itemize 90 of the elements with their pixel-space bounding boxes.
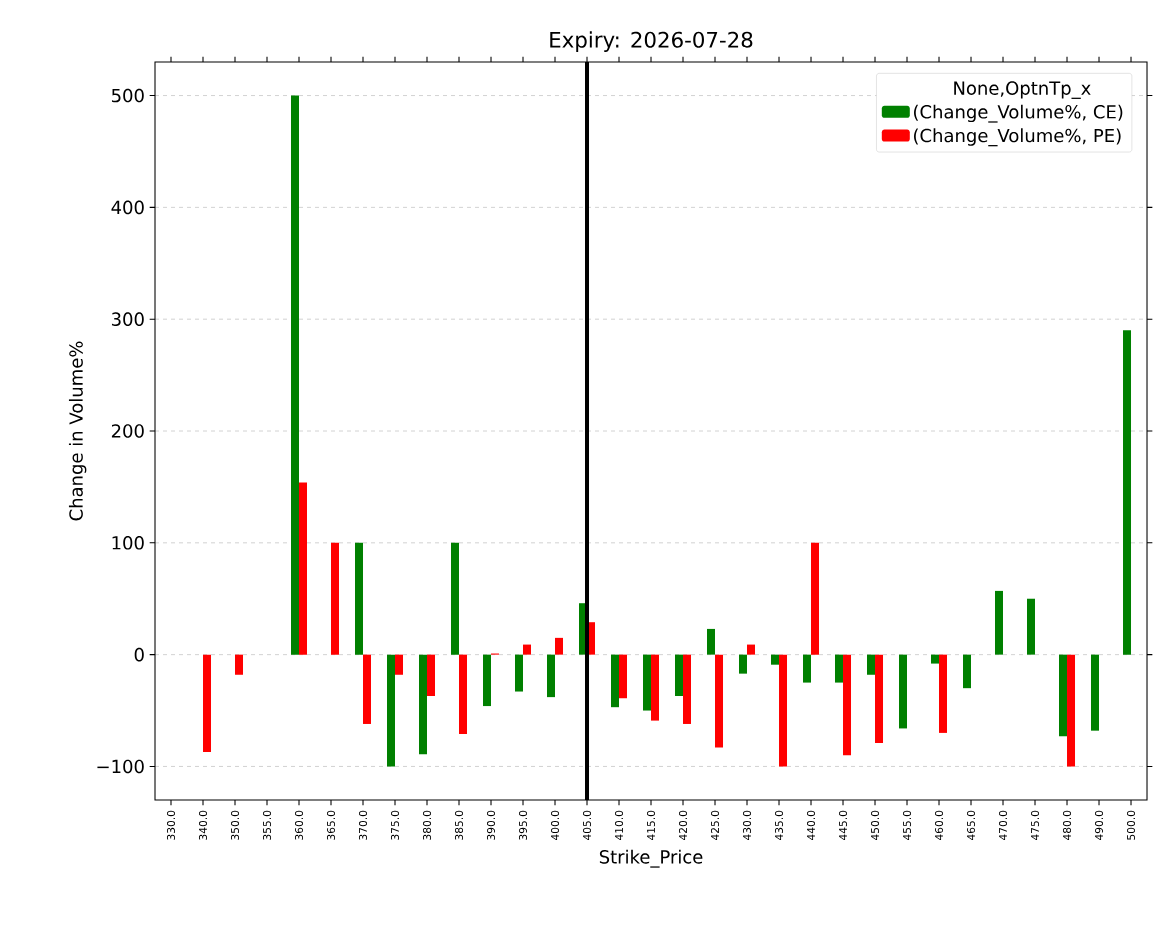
bar [899, 654, 908, 729]
x-tick-label: 410.0 [614, 810, 624, 841]
bar [931, 654, 940, 664]
x-tick-label: 500.0 [1126, 810, 1136, 840]
y-tick-label: −100 [97, 759, 144, 774]
x-tick-label: 355.0 [262, 810, 272, 840]
bar [803, 654, 812, 683]
bar [523, 644, 532, 655]
bar [419, 654, 427, 755]
bar [651, 654, 660, 721]
bar [387, 654, 395, 767]
x-tick-label: 490.0 [1094, 810, 1104, 841]
bar [875, 654, 884, 743]
x-tick-label: 350.0 [230, 810, 240, 840]
x-tick-label: 370.0 [358, 810, 368, 840]
x-tick-label: 470.0 [998, 810, 1008, 841]
x-tick-label: 455.0 [902, 810, 912, 841]
x-tick-label: 360.0 [294, 810, 304, 840]
bar [483, 654, 492, 707]
bar [779, 654, 788, 767]
x-tick-label: 390.0 [486, 810, 496, 840]
y-tick-label: 200 [111, 424, 144, 438]
bar [835, 654, 844, 683]
legend-title: None,OptnTp_x [954, 81, 1091, 99]
bar [683, 654, 692, 724]
x-axis-title: Strike_Price [599, 849, 703, 868]
bar [963, 654, 972, 689]
y-axis-title: Change in Volume% [68, 341, 87, 521]
x-tick-label: 365.0 [326, 810, 336, 840]
legend-label: (Change_Volume%, CE) [914, 104, 1123, 123]
bar [291, 95, 299, 655]
x-tick-label: 435.0 [774, 810, 784, 841]
x-tick-label: 460.0 [934, 810, 944, 841]
bar [995, 590, 1004, 655]
bar [203, 654, 211, 752]
y-tick-label: 500 [111, 88, 144, 103]
bar [867, 654, 876, 675]
bar [395, 654, 403, 675]
x-tick-label: 475.0 [1030, 810, 1040, 841]
x-tick-label: 450.0 [870, 810, 880, 841]
legend-label: (Change_Volume%, PE) [914, 128, 1121, 147]
bar [715, 654, 724, 748]
x-tick-label: 380.0 [422, 810, 432, 840]
x-tick-label: 385.0 [454, 810, 464, 840]
x-tick-label: 405.0 [582, 810, 592, 841]
bar [451, 542, 459, 655]
bar [747, 644, 756, 655]
x-tick-label: 420.0 [678, 810, 688, 841]
x-tick-label: 415.0 [646, 810, 656, 841]
x-tick-label: 480.0 [1062, 810, 1072, 841]
bar [771, 654, 780, 665]
bar [1027, 598, 1036, 655]
x-tick-label: 465.0 [966, 810, 976, 841]
x-tick-label: 330.0 [166, 810, 176, 840]
bar [611, 654, 620, 708]
bar [1091, 654, 1100, 731]
y-tick-label: 400 [111, 200, 144, 215]
bar [459, 654, 468, 735]
bar [235, 654, 243, 675]
x-tick-label: 445.0 [838, 810, 848, 841]
chart-title: Expiry: 2026-07-28 [550, 31, 753, 52]
bar [1123, 330, 1132, 655]
bar [643, 654, 652, 711]
bar [739, 654, 748, 674]
bar [1067, 654, 1076, 767]
y-tick-label: 300 [111, 312, 144, 326]
bar [675, 654, 684, 697]
bar [707, 628, 716, 655]
bar [619, 654, 628, 699]
x-tick-label: 395.0 [518, 810, 528, 840]
bar [299, 482, 307, 655]
bar [939, 654, 948, 733]
x-tick-label: 425.0 [710, 810, 720, 841]
bar [1059, 654, 1068, 737]
x-tick-label: 400.0 [550, 810, 560, 841]
bar [811, 542, 820, 655]
bar [515, 654, 524, 692]
bar [363, 654, 371, 724]
bar [355, 542, 363, 655]
bar [547, 654, 556, 698]
x-tick-label: 430.0 [742, 810, 752, 841]
bar [843, 654, 852, 756]
x-tick-label: 340.0 [198, 810, 208, 840]
x-tick-label: 440.0 [806, 810, 816, 841]
bar [331, 542, 339, 655]
x-tick-label: 375.0 [390, 810, 400, 840]
y-tick-label: 100 [112, 536, 144, 550]
y-tick-label: 0 [134, 647, 144, 662]
bar [427, 654, 436, 697]
bar [555, 637, 564, 655]
